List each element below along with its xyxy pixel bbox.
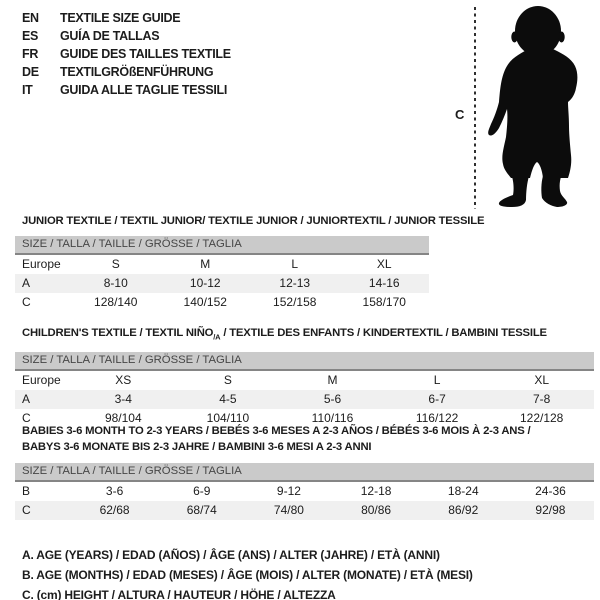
size-cell: L xyxy=(291,257,299,271)
language-row: FR GUIDE DES TAILLES TEXTILE xyxy=(22,45,231,63)
section-title-text: JUNIOR TEXTILE / TEXTIL JUNIOR/ TEXTILE … xyxy=(22,215,485,227)
language-code: EN xyxy=(22,11,39,25)
section-title-text: /A xyxy=(213,332,221,342)
section-title-text: CHILDREN'S TEXTILE / TEXTIL NIÑO xyxy=(22,327,214,339)
language-title: GUIDE DES TAILLES TEXTILE xyxy=(60,47,231,61)
size-cell: 158/170 xyxy=(362,295,406,309)
size-cell: 4-5 xyxy=(219,392,237,407)
row-label: Europe xyxy=(22,373,61,388)
size-cell: M xyxy=(327,373,338,388)
baby-silhouette xyxy=(488,6,578,207)
size-cell: 8-10 xyxy=(103,276,128,290)
size-cell: S xyxy=(111,257,120,271)
table-row: A 8-10 10-12 12-13 14-16 xyxy=(15,274,429,293)
language-row: IT GUIDA ALLE TAGLIE TESSILI xyxy=(22,81,231,99)
size-cell: 80/86 xyxy=(361,503,392,517)
section-title-line: BABIES 3-6 MONTH TO 2-3 YEARS / BEBÉS 3-… xyxy=(22,423,594,439)
size-cell: 24-36 xyxy=(535,484,566,498)
row-label: A xyxy=(22,276,31,290)
language-code: FR xyxy=(22,47,39,61)
row-label: C xyxy=(22,503,31,517)
size-cell: 12-18 xyxy=(360,484,392,498)
row-label: C xyxy=(22,411,31,426)
table-row: C 128/140 140/152 152/158 158/170 xyxy=(15,293,429,312)
size-cell: 7-8 xyxy=(533,392,551,407)
size-cell: 86/92 xyxy=(448,503,479,517)
section-title-text: / TEXTILE DES ENFANTS / KINDERTEXTIL / B… xyxy=(220,327,547,339)
size-cell: XS xyxy=(115,373,132,388)
language-title: GUIDA ALLE TAGLIE TESSILI xyxy=(60,83,228,97)
height-measure-label: C xyxy=(455,107,465,122)
size-cell: 104/110 xyxy=(206,411,250,426)
legend-line: B. AGE (MONTHS) / EDAD (MESES) / ÂGE (MO… xyxy=(22,568,473,582)
size-cell: S xyxy=(223,373,232,388)
language-title: TEXTILGRÖßENFÜHRUNG xyxy=(60,65,214,79)
size-header-bar: SIZE / TALLA / TAILLE / GRÖSSE / TAGLIA xyxy=(15,236,429,255)
row-label: A xyxy=(22,392,31,407)
size-cell: 3-6 xyxy=(105,484,124,498)
language-row: DE TEXTILGRÖßENFÜHRUNG xyxy=(22,63,231,81)
size-cell: 74/80 xyxy=(273,503,304,517)
size-cell: 62/68 xyxy=(99,503,130,517)
size-cell: XL xyxy=(376,257,392,271)
legend-line: C. (cm) HEIGHT / ALTURA / HAUTEUR / HÖHE… xyxy=(22,588,336,600)
section-title: BABIES 3-6 MONTH TO 2-3 YEARS / BEBÉS 3-… xyxy=(22,423,594,455)
section-title-text: BABYS 3-6 MONATE BIS 2-3 JAHRE / BAMBINI… xyxy=(22,441,372,453)
size-cell: 18-24 xyxy=(447,484,479,498)
table-row: C 98/104 104/110 110/116 116/122 122/128 xyxy=(15,409,594,428)
size-table-section: BABIES 3-6 MONTH TO 2-3 YEARS / BEBÉS 3-… xyxy=(15,423,594,520)
table-row: B 3-6 6-9 9-12 12-18 18-24 24-36 xyxy=(15,482,594,501)
table-row: A 3-4 4-5 5-6 6-7 7-8 xyxy=(15,390,594,410)
section-title-line: JUNIOR TEXTILE / TEXTIL JUNIOR/ TEXTILE … xyxy=(22,213,484,229)
size-cell: 3-4 xyxy=(114,392,132,407)
section-title: JUNIOR TEXTILE / TEXTIL JUNIOR/ TEXTILE … xyxy=(22,213,484,229)
size-cell: L xyxy=(433,373,441,388)
section-title: CHILDREN'S TEXTILE / TEXTIL NIÑO/A / TEX… xyxy=(22,325,594,345)
row-label: B xyxy=(22,484,31,498)
size-table-section: JUNIOR TEXTILE / TEXTIL JUNIOR/ TEXTILE … xyxy=(15,213,484,312)
size-cell: 122/128 xyxy=(519,411,564,426)
row-label: Europe xyxy=(22,257,61,271)
language-title: GUÍA DE TALLAS xyxy=(60,29,160,43)
language-title-list: EN TEXTILE SIZE GUIDE ES GUÍA DE TALLAS FR GU… xyxy=(22,9,231,99)
language-code: IT xyxy=(22,83,33,97)
size-cell: 68/74 xyxy=(186,503,217,517)
size-header-bar: SIZE / TALLA / TAILLE / GRÖSSE / TAGLIA xyxy=(15,352,594,372)
size-cell: 140/152 xyxy=(183,295,227,309)
size-cell: 98/104 xyxy=(104,411,142,426)
size-cell: 9-12 xyxy=(276,484,301,498)
legend-line: A. AGE (YEARS) / EDAD (AÑOS) / ÂGE (ANS)… xyxy=(22,548,440,562)
language-row: EN TEXTILE SIZE GUIDE xyxy=(22,9,231,27)
section-title-text: BABIES 3-6 MONTH TO 2-3 YEARS / BEBÉS 3-… xyxy=(22,425,531,437)
language-code: ES xyxy=(22,29,39,43)
size-cell: 14-16 xyxy=(368,276,400,290)
section-title-line: BABYS 3-6 MONATE BIS 2-3 JAHRE / BAMBINI… xyxy=(22,439,594,455)
table-row: C 62/68 68/74 74/80 80/86 86/92 92/98 xyxy=(15,501,594,520)
language-code: DE xyxy=(22,65,39,79)
size-cell: 152/158 xyxy=(273,295,317,309)
size-cell: 12-13 xyxy=(279,276,311,290)
language-title: TEXTILE SIZE GUIDE xyxy=(60,11,181,25)
size-cell: 6-7 xyxy=(428,392,446,407)
table-row: Europe XS S M L XL xyxy=(15,371,594,390)
size-cell: M xyxy=(200,257,211,271)
size-cell: 110/116 xyxy=(311,411,354,426)
size-table-section: CHILDREN'S TEXTILE / TEXTIL NIÑO/A / TEX… xyxy=(15,325,594,428)
size-cell: 10-12 xyxy=(189,276,221,290)
size-cell: 6-9 xyxy=(193,484,211,498)
size-cell: 5-6 xyxy=(323,392,342,407)
size-cell: 128/140 xyxy=(94,295,138,309)
table-row: Europe S M L XL xyxy=(15,255,429,274)
size-cell: XL xyxy=(534,373,550,388)
language-row: ES GUÍA DE TALLAS xyxy=(22,27,231,45)
size-cell: 92/98 xyxy=(535,503,566,517)
size-cell: 116/122 xyxy=(415,411,459,426)
size-header-bar: SIZE / TALLA / TAILLE / GRÖSSE / TAGLIA xyxy=(15,463,594,482)
height-dashed-line xyxy=(474,7,476,209)
row-label: C xyxy=(22,295,31,309)
section-title-line: CHILDREN'S TEXTILE / TEXTIL NIÑO/A / TEX… xyxy=(22,325,594,345)
legend: A. AGE (YEARS) / EDAD (AÑOS) / ÂGE (ANS)… xyxy=(22,545,473,600)
